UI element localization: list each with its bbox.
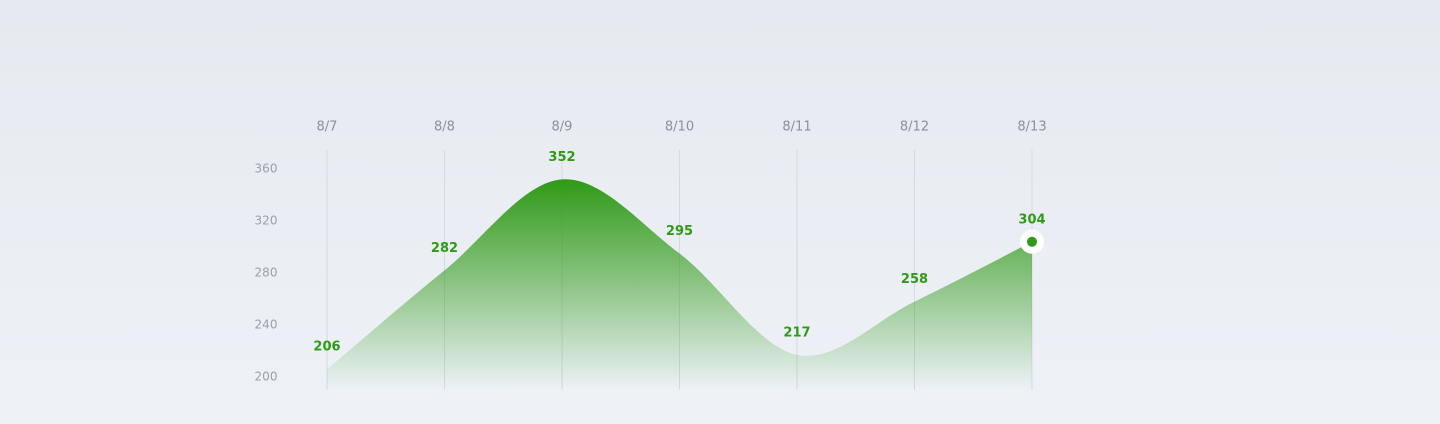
data-label: 217 bbox=[783, 325, 810, 340]
x-tick-label: 8/9 bbox=[552, 120, 573, 135]
x-tick-label: 8/13 bbox=[1017, 120, 1046, 135]
y-tick-label: 240 bbox=[255, 318, 278, 332]
y-tick-label: 360 bbox=[255, 162, 278, 176]
y-tick-label: 320 bbox=[255, 214, 278, 228]
highlight-point bbox=[1027, 236, 1037, 247]
data-label: 282 bbox=[431, 241, 458, 256]
area bbox=[327, 179, 1032, 390]
data-label: 206 bbox=[313, 340, 340, 355]
x-tick-label: 8/8 bbox=[434, 120, 455, 135]
data-label: 352 bbox=[548, 150, 575, 165]
x-tick-label: 8/11 bbox=[782, 120, 811, 135]
data-label: 258 bbox=[901, 272, 928, 287]
x-tick-label: 8/10 bbox=[665, 120, 694, 135]
y-tick-label: 280 bbox=[255, 266, 278, 280]
x-tick-label: 8/7 bbox=[317, 120, 338, 135]
x-tick-label: 8/12 bbox=[900, 120, 929, 135]
data-label: 304 bbox=[1018, 212, 1045, 227]
y-tick-label: 200 bbox=[255, 370, 278, 384]
data-label: 295 bbox=[666, 224, 693, 239]
